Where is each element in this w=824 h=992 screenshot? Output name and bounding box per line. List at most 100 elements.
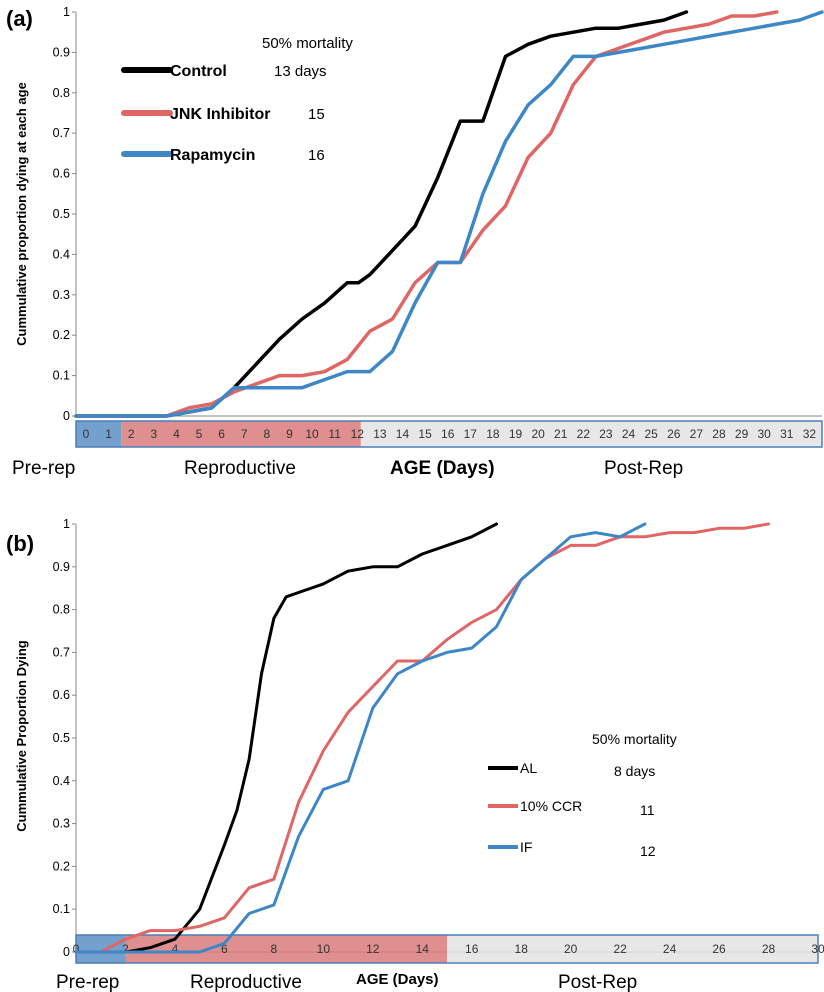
panel-a-label: (a)	[6, 6, 33, 31]
panel-a-y-tick-label: 0	[63, 409, 70, 423]
panel-a-x-tick-label: 5	[196, 427, 203, 441]
panel-a-series-rapamycin-line	[74, 10, 824, 418]
panel-b-y-axis-title: Cummulative Proportion Dying	[14, 640, 29, 831]
panel-a-phase-band-2	[360, 421, 822, 447]
panel-b-x-tick-label: 2	[122, 942, 129, 956]
panel-b-phase-band-1	[125, 935, 447, 963]
panel-b-phase-reproductive: Reproductive	[190, 972, 302, 992]
panel-b-plot: 00.10.20.30.40.50.60.70.80.910 2 4 6 8 10 12 14…	[53, 517, 824, 964]
panel-a-phase-band-0	[76, 421, 122, 447]
panel-a-y-tick-label: 0.9	[53, 45, 70, 59]
panel-b-x-tick-label: 4	[172, 942, 179, 956]
panel-a-phase-postrep: Post-Rep	[604, 458, 683, 479]
panel-a-x-tick-label: 9	[286, 427, 293, 441]
panel-b-x-tick-label: 10	[317, 942, 331, 956]
panel-a-y-tick-label: 0.3	[53, 288, 70, 302]
panel-b-series-al-line	[74, 522, 498, 954]
panel-a-x-tick-label: 4	[173, 427, 180, 441]
panel-a-x-tick-label: 7	[241, 427, 248, 441]
panel-a-mortality-control: 13 days	[274, 63, 327, 80]
panel-b-y-tick-label: 0.9	[53, 560, 70, 574]
panel-a-y-axis-title: Cummulative proportion dying at each age	[14, 82, 29, 346]
panel-a-x-tick-label: 14	[396, 427, 410, 441]
panel-a-x-tick-label: 23	[599, 427, 613, 441]
panel-a-y-tick-label: 0.4	[53, 247, 70, 261]
panel-a-legend-label-control: Control	[170, 63, 227, 80]
panel-a-x-tick-label: 28	[712, 427, 726, 441]
panel-a-phase-band-border	[75, 420, 823, 448]
panel-b-x-tick-label: 12	[366, 942, 380, 956]
panel-b-y-tick-label: 0.5	[53, 731, 70, 745]
panel-b-y-tick-label: 0	[63, 945, 70, 959]
panel-a-y-tick-label: 1	[63, 5, 70, 19]
panel-a-y-tick-label: 0.2	[53, 328, 70, 342]
panel-a-x-tick-label: 16	[441, 427, 455, 441]
panel-b-x-tick-label: 20	[564, 942, 578, 956]
panel-a-x-tick-label: 27	[690, 427, 704, 441]
panel-b-x-axis-title: AGE (Days)	[356, 971, 439, 988]
panel-b-y-tick-label: 0.2	[53, 859, 70, 873]
panel-a-x-tick-label: 31	[780, 427, 794, 441]
panel-a-x-tick-label: 13	[373, 427, 387, 441]
panel-a-x-tick-label: 11	[328, 427, 341, 441]
panel-b-x-tick-label: 24	[663, 942, 677, 956]
panel-a-legend: 50% mortality Control 13 days JNK Inhibi…	[121, 35, 353, 164]
panel-b-mortality-al: 8 days	[614, 763, 655, 779]
panel-a-x-tick-label: 8	[264, 427, 271, 441]
panel-b-y-tick-label: 0.7	[53, 645, 70, 659]
panel-b-phase-band-2	[447, 935, 818, 963]
panel-a-x-tick-label: 12	[351, 427, 365, 441]
panel-a-phase-band-1	[121, 421, 361, 447]
panel-a-x-tick-label: 18	[486, 427, 500, 441]
panel-b-phase-band-border	[75, 934, 819, 964]
panel-a-legend-label-jnk: JNK Inhibitor	[170, 106, 270, 123]
panel-b-y-tick-label: 0.1	[53, 902, 70, 916]
panel-b-x-tick-label: 0	[73, 942, 80, 956]
panel-b-x-tick-label: 14	[416, 942, 430, 956]
panel-b-x-tick-label: 8	[271, 942, 278, 956]
panel-a-x-tick-label: 29	[735, 427, 749, 441]
panel-b-legend: 50% mortality AL 8 days 10% CCR 11 IF 12	[488, 731, 677, 859]
panel-a-x-tick-label: 15	[418, 427, 432, 441]
panel-a-y-tick-label: 0.6	[53, 167, 70, 181]
panel-b-y-tick-label: 0.8	[53, 603, 70, 617]
panel-b-y-tick-label: 1	[63, 517, 70, 531]
panel-a-mortality-jnk: 15	[308, 106, 325, 123]
panel-a-phase-prerep: Pre-rep	[12, 458, 75, 479]
panel-b-x-tick-label: 30	[811, 942, 824, 956]
panel-a-x-tick-label: 25	[644, 427, 658, 441]
panel-b-y-tick-label: 0.4	[53, 774, 70, 788]
panel-b-series-if-line	[74, 522, 647, 954]
panel-b-legend-label-al: AL	[520, 760, 537, 776]
panel-a-x-tick-label: 19	[509, 427, 523, 441]
panel-a-x-tick-label: 10	[305, 427, 319, 441]
panel-a-y-tick-label: 0.1	[53, 369, 70, 383]
panel-a-x-tick-label: 26	[667, 427, 681, 441]
panel-a-x-tick-label: 22	[577, 427, 591, 441]
panel-b-y-tick-label: 0.6	[53, 688, 70, 702]
panel-a-mortality-rapamycin: 16	[308, 147, 325, 164]
panel-a-x-tick-label: 3	[150, 427, 157, 441]
panel-a-x-tick-label: 32	[803, 427, 817, 441]
panel-a-x-tick-label: 20	[531, 427, 545, 441]
panel-a-mortality-header: 50% mortality	[262, 35, 353, 52]
panel-b-legend-label-if: IF	[520, 839, 532, 855]
panel-a-x-tick-label: 21	[554, 427, 568, 441]
panel-b-x-tick-label: 6	[221, 942, 228, 956]
panel-b-phase-band-0	[76, 935, 126, 963]
panel-b-x-tick-label: 16	[465, 942, 479, 956]
panel-b-legend-label-ccr: 10% CCR	[520, 798, 582, 814]
panel-a-x-tick-label: 6	[218, 427, 225, 441]
panel-a-series-jnk-inhibitor-line	[74, 10, 779, 418]
panel-b-y-tick-label: 0.3	[53, 817, 70, 831]
panel-b-label: (b)	[6, 531, 34, 556]
panel-b-phase-prerep: Pre-rep	[56, 972, 119, 992]
panel-a-plot: 00.10.20.30.40.50.60.70.80.910 1 2 3 4 5 6 7 8 9 1…	[53, 5, 824, 448]
panel-b-mortality-header: 50% mortality	[592, 731, 677, 747]
panel-b-mortality-ccr: 11	[640, 802, 655, 818]
panel-b-x-tick-label: 22	[613, 942, 627, 956]
panel-a-x-axis-title: AGE (Days)	[390, 458, 495, 479]
panel-b-x-tick-label: 26	[712, 942, 726, 956]
panel-a-x-tick-label: 1	[105, 427, 112, 441]
